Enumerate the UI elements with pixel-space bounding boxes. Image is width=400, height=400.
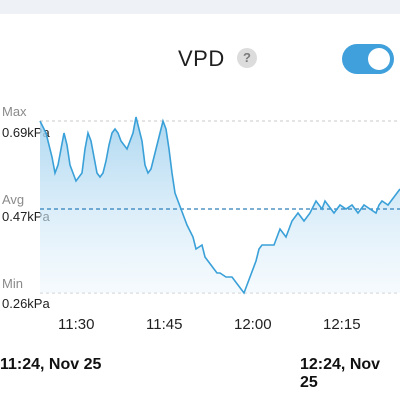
avg-label: Avg bbox=[2, 192, 25, 207]
min-value: 0.26kPa bbox=[2, 296, 50, 311]
vpd-toggle[interactable] bbox=[342, 44, 394, 74]
x-tick-label: 11:30 bbox=[58, 316, 95, 333]
x-tick-label: 12:15 bbox=[323, 316, 361, 333]
top-strip bbox=[0, 0, 400, 14]
range-start: 11:24, Nov 25 bbox=[0, 356, 102, 373]
page-title: VPD bbox=[178, 46, 225, 71]
x-tick-label: 12:00 bbox=[234, 316, 272, 333]
series-line bbox=[39, 116, 400, 295]
toggle-knob bbox=[368, 48, 390, 70]
min-label: Min bbox=[2, 276, 23, 291]
avg-value: 0.47kPa bbox=[2, 209, 50, 224]
series-area-fill bbox=[40, 117, 400, 293]
range-end: 12:24, Nov 25 bbox=[300, 356, 381, 391]
x-tick-label: 11:45 bbox=[146, 316, 183, 333]
max-label: Max bbox=[2, 104, 27, 119]
max-value: 0.69kPa bbox=[2, 125, 50, 140]
help-icon[interactable]: ? bbox=[237, 48, 257, 68]
